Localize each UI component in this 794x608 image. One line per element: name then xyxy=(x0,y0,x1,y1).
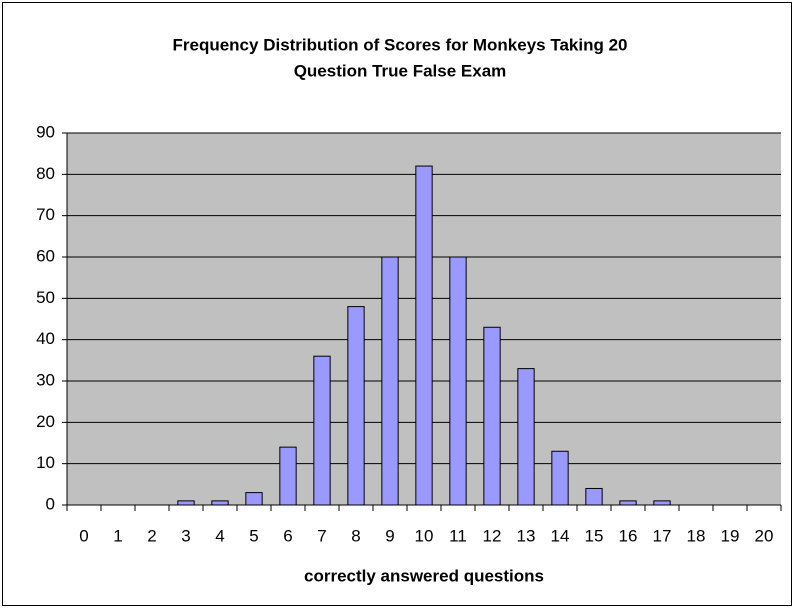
x-tick-label: 17 xyxy=(653,526,672,545)
x-tick-label: 5 xyxy=(249,526,258,545)
bar xyxy=(517,368,535,506)
bar xyxy=(381,256,399,506)
x-tick-label: 20 xyxy=(755,526,774,545)
y-tick-label: 90 xyxy=(36,122,55,141)
x-tick-label: 9 xyxy=(385,526,394,545)
x-tick-label: 15 xyxy=(585,526,604,545)
y-tick-label: 60 xyxy=(36,246,55,265)
bar xyxy=(313,355,331,506)
y-tick-label: 10 xyxy=(36,453,55,472)
y-tick-label: 30 xyxy=(36,370,55,389)
x-tick-label: 1 xyxy=(113,526,122,545)
bar xyxy=(551,450,569,506)
y-tick-label: 0 xyxy=(46,494,55,513)
x-tick-label: 11 xyxy=(449,526,467,545)
bar xyxy=(619,500,637,506)
x-tick-label: 18 xyxy=(687,526,706,545)
y-tick-label: 70 xyxy=(36,205,55,224)
x-tick-label: 19 xyxy=(721,526,740,545)
x-tick-label: 3 xyxy=(181,526,190,545)
x-tick-label: 4 xyxy=(215,526,224,545)
bar xyxy=(449,256,467,506)
bar xyxy=(347,306,365,506)
chart-title: Question True False Exam xyxy=(294,61,507,80)
bar xyxy=(177,500,195,506)
x-tick-label: 10 xyxy=(415,526,434,545)
bar xyxy=(415,165,433,506)
bar xyxy=(585,487,603,506)
bar xyxy=(483,326,501,506)
x-tick-label: 13 xyxy=(517,526,536,545)
bar xyxy=(245,492,263,506)
chart-title: Frequency Distribution of Scores for Mon… xyxy=(173,35,628,54)
y-tick-label: 20 xyxy=(36,412,55,431)
x-tick-label: 6 xyxy=(283,526,292,545)
x-tick-label: 16 xyxy=(619,526,638,545)
y-tick-label: 50 xyxy=(36,288,55,307)
x-tick-label: 8 xyxy=(351,526,360,545)
bar xyxy=(653,500,671,506)
x-tick-label: 14 xyxy=(551,526,570,545)
bar xyxy=(211,500,229,506)
y-tick-label: 40 xyxy=(36,329,55,348)
bar xyxy=(279,446,297,506)
x-tick-label: 12 xyxy=(483,526,502,545)
x-tick-label: 7 xyxy=(317,526,326,545)
y-tick-label: 80 xyxy=(36,164,55,183)
x-tick-label: 2 xyxy=(147,526,156,545)
x-tick-label: 0 xyxy=(79,526,88,545)
x-axis-label: correctly answered questions xyxy=(304,566,544,585)
